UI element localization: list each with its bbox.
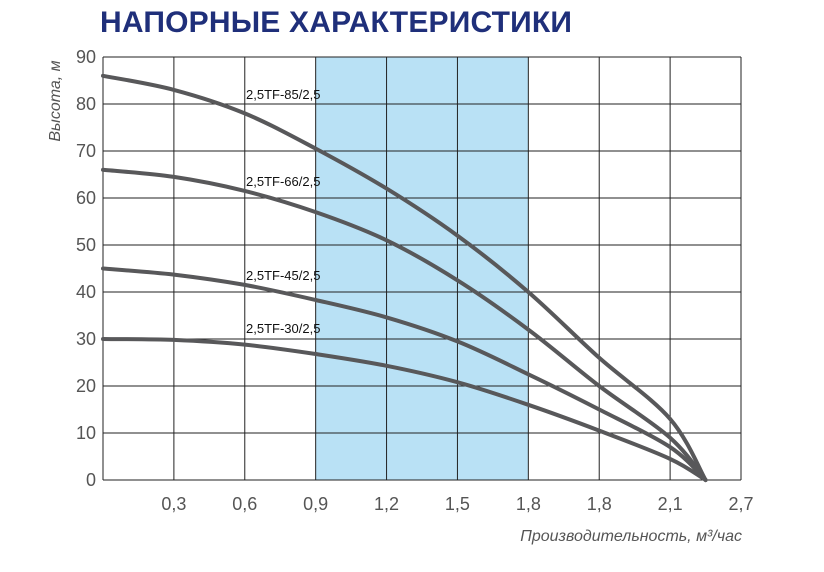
x-tick-label: 2,1 [658,494,683,514]
x-tick-label: 0,9 [303,494,328,514]
y-tick-label: 60 [76,188,96,208]
y-tick-label: 50 [76,235,96,255]
series-line [101,337,708,482]
labels-layer: 0 10 20 30 40 50 60 70 80 90 0,3 0,6 0,9 1,2 1,5 1,8 1,8… [76,47,754,514]
series-label: 2,5TF-30/2,5 [246,321,320,336]
series-line [101,167,708,482]
chart-title: НАПОРНЫЕ ХАРАКТЕРИСТИКИ [100,6,573,39]
y-tick-label: 30 [76,329,96,349]
x-tick-label: 1,8 [587,494,612,514]
x-axis-label: Производительность, м³/час [520,528,742,545]
curves-layer [101,73,708,482]
series-label: 2,5TF-85/2,5 [246,87,320,102]
y-tick-label: 0 [86,470,96,490]
x-tick-label: 1,8 [516,494,541,514]
y-tick-label: 90 [76,47,96,67]
series-label: 2,5TF-66/2,5 [246,174,320,189]
y-axis-label: Высота, м [47,60,64,141]
x-tick-label: 2,7 [728,494,753,514]
y-tick-label: 40 [76,282,96,302]
x-tick-label: 1,2 [374,494,399,514]
series-line [101,266,708,482]
x-tick-label: 0,6 [232,494,257,514]
x-tick-label: 1,5 [445,494,470,514]
y-tick-label: 10 [76,423,96,443]
highlight-band-layer [315,57,529,480]
y-tick-label: 20 [76,376,96,396]
y-tick-label: 70 [76,141,96,161]
series-line [101,73,708,482]
series-label: 2,5TF-45/2,5 [246,268,320,283]
highlight-band [315,57,529,480]
x-tick-label: 0,3 [161,494,186,514]
y-tick-label: 80 [76,94,96,114]
